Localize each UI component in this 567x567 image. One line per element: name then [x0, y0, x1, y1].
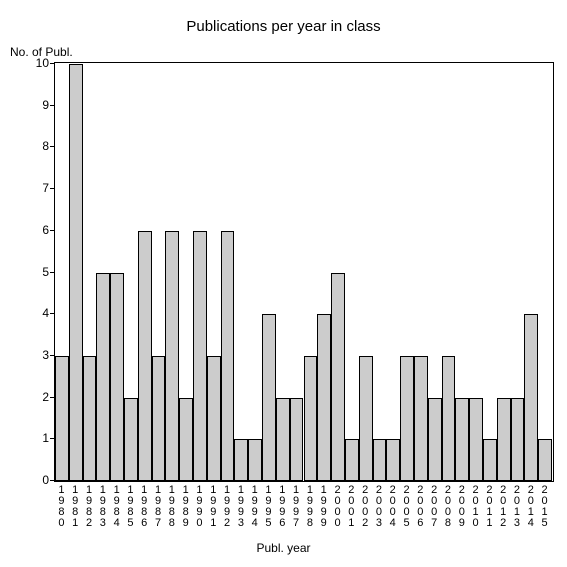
- x-tick-label: 2012: [500, 485, 510, 529]
- x-axis-label: Publ. year: [0, 541, 567, 555]
- x-tick-label: 2001: [348, 485, 358, 529]
- bar: [276, 398, 290, 481]
- bar: [511, 398, 525, 481]
- x-tick-label: 1989: [182, 485, 192, 529]
- x-tick-label: 1985: [127, 485, 137, 529]
- y-tick-label: 2: [19, 390, 49, 404]
- y-tick-label: 3: [19, 348, 49, 362]
- bar: [483, 439, 497, 481]
- x-tick-label: 2006: [417, 485, 427, 529]
- y-tick-mark: [50, 188, 55, 189]
- bar: [469, 398, 483, 481]
- x-tick-label: 2003: [375, 485, 385, 529]
- bar: [400, 356, 414, 481]
- bar: [386, 439, 400, 481]
- bar: [165, 231, 179, 481]
- bar: [345, 439, 359, 481]
- bar: [152, 356, 166, 481]
- x-tick-label: 1982: [86, 485, 96, 529]
- y-tick-mark: [50, 63, 55, 64]
- bar: [138, 231, 152, 481]
- bar: [290, 398, 304, 481]
- bar: [331, 273, 345, 482]
- plot-area: 0123456789101980198119821983198419851986…: [54, 62, 554, 482]
- x-tick-label: 1995: [265, 485, 275, 529]
- x-tick-label: 1981: [72, 485, 82, 529]
- bar: [207, 356, 221, 481]
- bar: [304, 356, 318, 481]
- x-tick-label: 1980: [58, 485, 68, 529]
- bar: [234, 439, 248, 481]
- x-tick-label: 1984: [113, 485, 123, 529]
- x-tick-label: 2014: [527, 485, 537, 529]
- y-tick-label: 1: [19, 431, 49, 445]
- bar: [317, 314, 331, 481]
- x-tick-label: 2005: [403, 485, 413, 529]
- bar: [96, 273, 110, 482]
- bar: [524, 314, 538, 481]
- bar: [248, 439, 262, 481]
- x-tick-label: 1992: [224, 485, 234, 529]
- y-tick-mark: [50, 146, 55, 147]
- bar: [55, 356, 69, 481]
- bar: [193, 231, 207, 481]
- x-tick-label: 1994: [251, 485, 261, 529]
- bar: [414, 356, 428, 481]
- x-tick-label: 1991: [210, 485, 220, 529]
- x-tick-label: 1993: [237, 485, 247, 529]
- x-tick-label: 2015: [541, 485, 551, 529]
- x-tick-label: 1987: [155, 485, 165, 529]
- x-tick-label: 1990: [196, 485, 206, 529]
- x-tick-label: 1986: [141, 485, 151, 529]
- x-tick-label: 2013: [513, 485, 523, 529]
- y-tick-mark: [50, 230, 55, 231]
- chart-container: Publications per year in class No. of Pu…: [0, 0, 567, 567]
- x-tick-label: 2000: [334, 485, 344, 529]
- bar: [442, 356, 456, 481]
- bar: [538, 439, 552, 481]
- bar: [69, 64, 83, 481]
- x-tick-label: 1996: [279, 485, 289, 529]
- x-tick-label: 2007: [431, 485, 441, 529]
- y-tick-label: 5: [19, 265, 49, 279]
- y-tick-label: 0: [19, 473, 49, 487]
- x-tick-label: 1999: [320, 485, 330, 529]
- bar: [359, 356, 373, 481]
- x-tick-label: 2004: [389, 485, 399, 529]
- y-tick-label: 9: [19, 98, 49, 112]
- bar: [221, 231, 235, 481]
- bar: [124, 398, 138, 481]
- bar: [455, 398, 469, 481]
- chart-title: Publications per year in class: [0, 18, 567, 35]
- x-tick-label: 2009: [458, 485, 468, 529]
- x-tick-label: 2008: [444, 485, 454, 529]
- x-tick-label: 2011: [486, 485, 496, 529]
- y-tick-label: 4: [19, 306, 49, 320]
- y-tick-mark: [50, 272, 55, 273]
- bar: [428, 398, 442, 481]
- bar: [373, 439, 387, 481]
- x-tick-label: 2010: [472, 485, 482, 529]
- x-tick-label: 1988: [168, 485, 178, 529]
- bar: [83, 356, 97, 481]
- x-tick-label: 2002: [362, 485, 372, 529]
- x-tick-label: 1997: [293, 485, 303, 529]
- bar: [110, 273, 124, 482]
- y-tick-label: 7: [19, 181, 49, 195]
- bar: [262, 314, 276, 481]
- y-tick-mark: [50, 105, 55, 106]
- y-tick-label: 6: [19, 223, 49, 237]
- x-tick-label: 1983: [99, 485, 109, 529]
- y-tick-mark: [50, 313, 55, 314]
- bar: [497, 398, 511, 481]
- bar: [179, 398, 193, 481]
- x-tick-label: 1998: [306, 485, 316, 529]
- y-tick-label: 10: [19, 56, 49, 70]
- y-tick-label: 8: [19, 139, 49, 153]
